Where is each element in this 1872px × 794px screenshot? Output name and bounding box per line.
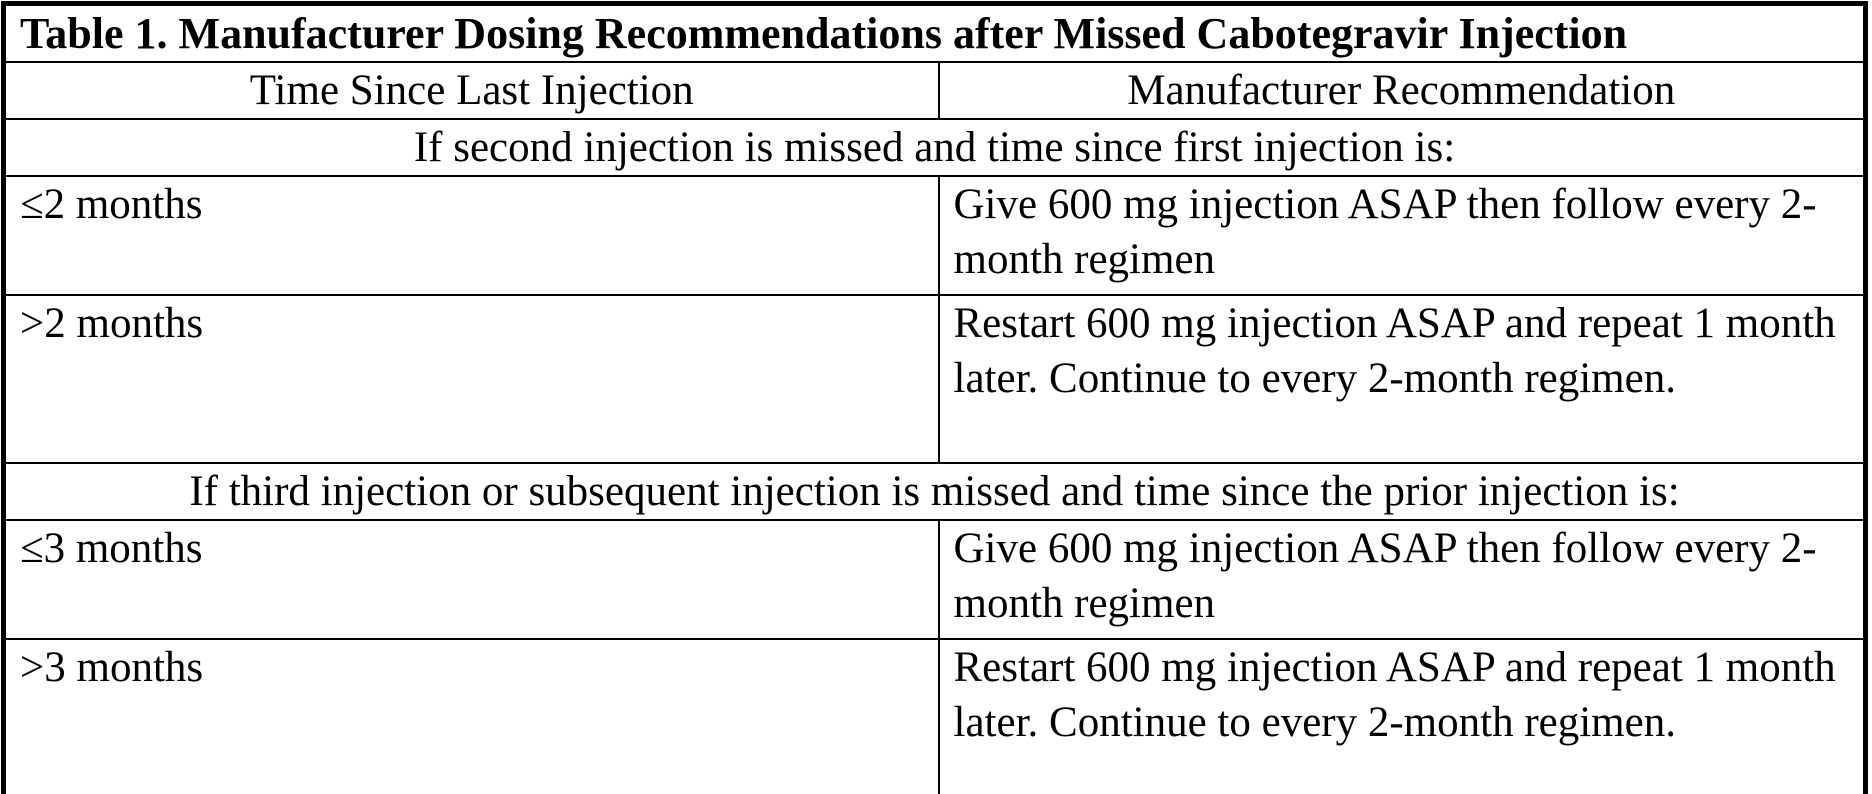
time-cell-le-2-months: ≤2 months — [2, 175, 940, 296]
section-header-row-second-injection: If second injection is missed and time s… — [2, 118, 1867, 177]
time-cell-gt-2-months: >2 months — [2, 294, 940, 464]
table-row: >3 months Restart 600 mg injection ASAP … — [2, 638, 1867, 794]
column-header-row: Time Since Last Injection Manufacturer R… — [2, 61, 1867, 120]
table-row: >2 months Restart 600 mg injection ASAP … — [2, 294, 1867, 464]
recommendation-cell-give-600mg-2: Give 600 mg injection ASAP then follow e… — [937, 519, 1867, 640]
time-cell-gt-3-months: >3 months — [2, 638, 940, 794]
recommendation-cell-give-600mg: Give 600 mg injection ASAP then follow e… — [937, 175, 1867, 296]
time-cell-le-3-months: ≤3 months — [2, 519, 940, 640]
section-header-second-injection: If second injection is missed and time s… — [2, 118, 1867, 177]
column-header-manufacturer-recommendation: Manufacturer Recommendation — [937, 61, 1867, 120]
section-header-third-injection: If third injection or subsequent injecti… — [2, 462, 1867, 521]
table-row: ≤3 months Give 600 mg injection ASAP the… — [2, 519, 1867, 640]
section-header-row-third-injection: If third injection or subsequent injecti… — [2, 462, 1867, 521]
table-title: Table 1. Manufacturer Dosing Recommendat… — [2, 2, 1867, 63]
column-header-time-since-last-injection: Time Since Last Injection — [2, 61, 940, 120]
recommendation-cell-restart-600mg: Restart 600 mg injection ASAP and repeat… — [937, 294, 1867, 464]
table-title-row: Table 1. Manufacturer Dosing Recommendat… — [2, 2, 1867, 63]
recommendation-cell-restart-600mg-2: Restart 600 mg injection ASAP and repeat… — [937, 638, 1867, 794]
table-row: ≤2 months Give 600 mg injection ASAP the… — [2, 175, 1867, 296]
